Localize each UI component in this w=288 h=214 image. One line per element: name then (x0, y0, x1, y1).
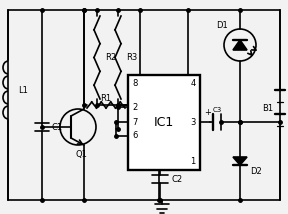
Text: R3: R3 (126, 53, 137, 62)
Text: +: + (204, 107, 211, 116)
Bar (128, 75, 200, 170)
Text: L1: L1 (18, 86, 28, 95)
Text: 4: 4 (190, 79, 196, 88)
Text: D1: D1 (216, 21, 228, 30)
Text: 2: 2 (132, 103, 138, 111)
Text: 1: 1 (190, 158, 196, 166)
Text: C2: C2 (172, 174, 183, 183)
Text: IC1: IC1 (154, 116, 174, 129)
Text: C3: C3 (212, 107, 222, 113)
Text: B1: B1 (262, 104, 274, 113)
Text: 3: 3 (190, 117, 196, 126)
Polygon shape (233, 157, 247, 165)
Text: D2: D2 (250, 166, 262, 175)
Text: C1: C1 (51, 122, 62, 131)
Text: 6: 6 (132, 131, 138, 141)
Text: R1: R1 (101, 94, 111, 103)
Text: Q1: Q1 (75, 150, 87, 159)
Text: 7: 7 (132, 117, 138, 126)
Text: R2: R2 (105, 53, 116, 62)
Polygon shape (233, 40, 247, 50)
Text: 8: 8 (132, 79, 138, 88)
